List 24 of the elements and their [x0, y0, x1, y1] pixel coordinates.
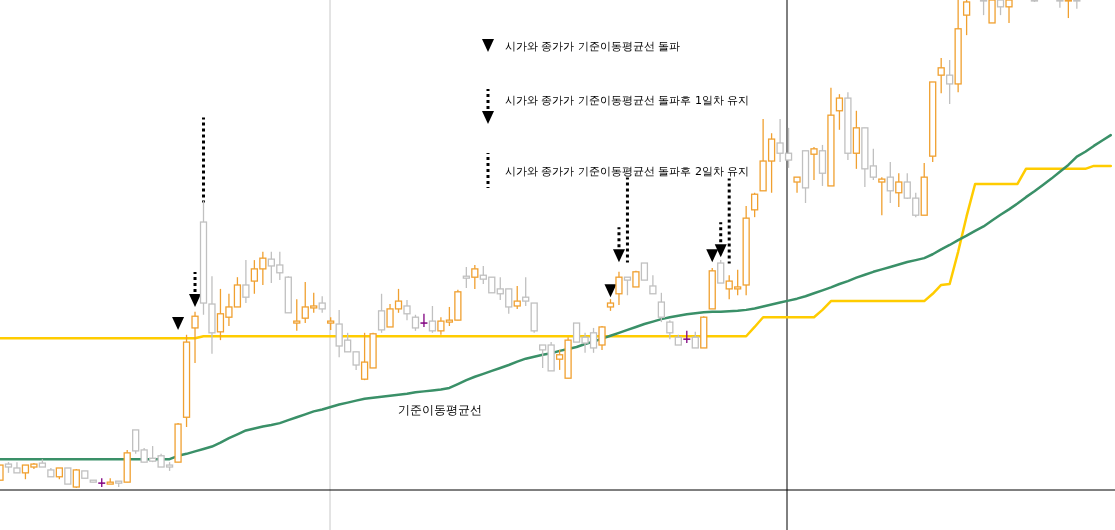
legend: 시가와 종가가 기준이동평균선 돌파후 1일차 유지	[482, 89, 750, 124]
candlestick	[666, 319, 674, 340]
point	[604, 284, 617, 298]
candlestick	[419, 313, 429, 328]
point	[202, 158, 205, 162]
candlestick	[962, 0, 971, 36]
candlestick	[878, 176, 886, 216]
point	[727, 219, 731, 223]
candlestick	[657, 292, 666, 323]
candlestick	[750, 192, 759, 218]
legend-label: 시가와 종가가 기준이동평균선 돌파후 1일차 유지	[505, 94, 750, 107]
candlestick	[293, 298, 301, 332]
point	[625, 218, 629, 222]
point	[172, 317, 185, 331]
annotation: 기준이동평균선	[398, 403, 482, 417]
point	[714, 244, 727, 258]
point	[189, 294, 202, 308]
legend: 시가와 종가가 기준이동평균선 돌파	[482, 39, 681, 53]
point	[612, 249, 625, 263]
point	[706, 249, 719, 263]
candlestick	[649, 274, 657, 295]
candlestick	[191, 311, 199, 364]
legend: 시가와 종가가 기준이동평균선 돌파후 2일차 유지	[486, 153, 750, 188]
legend-label: 시가와 종가가 기준이동평균선 돌파후 2일차 유지	[505, 164, 750, 178]
